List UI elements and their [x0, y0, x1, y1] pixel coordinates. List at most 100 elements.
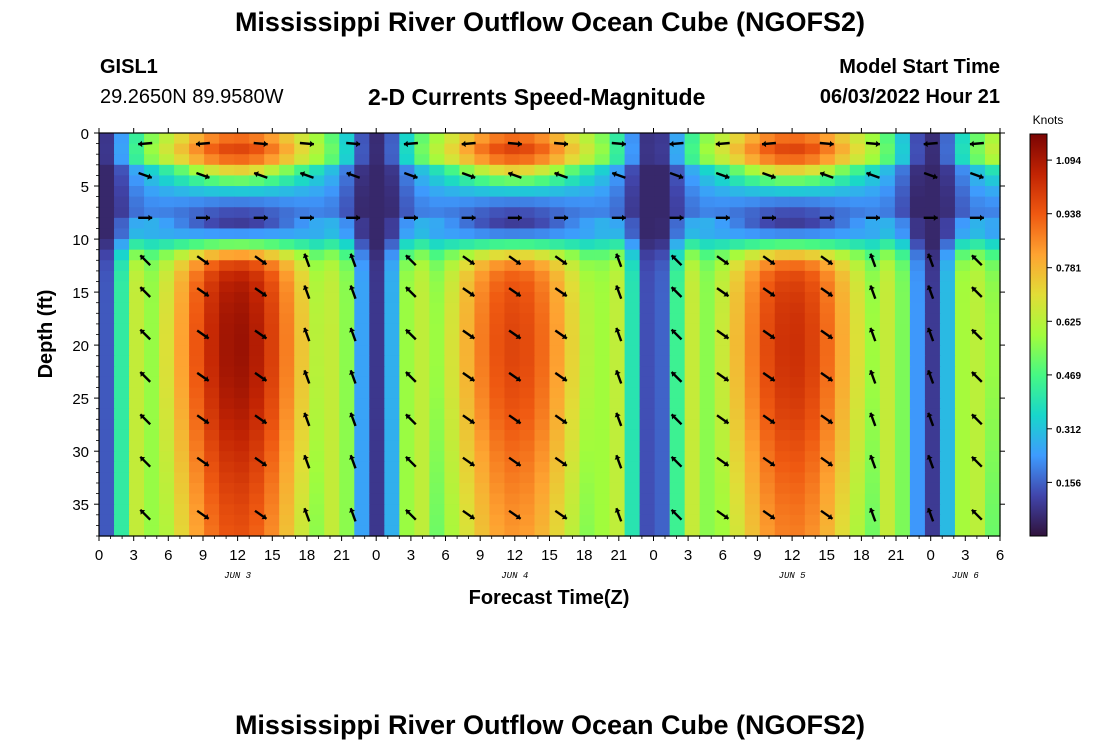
heatmap-cell — [294, 514, 310, 526]
heatmap-cell — [219, 302, 235, 314]
heatmap-cell — [249, 398, 265, 410]
heatmap-cell — [909, 376, 926, 389]
heatmap-cell — [864, 429, 881, 442]
heatmap-cell — [339, 228, 355, 240]
heatmap-cell — [279, 196, 295, 208]
heatmap-cell — [384, 419, 400, 431]
heatmap-cell — [369, 302, 385, 314]
colorbar-tick-label: 0.469 — [1056, 371, 1081, 382]
heatmap-cell — [264, 175, 280, 187]
heatmap-cell — [969, 461, 986, 473]
heatmap-cell — [864, 164, 881, 177]
heatmap-cell — [324, 504, 340, 516]
heatmap-cell — [714, 249, 731, 261]
heatmap-cell — [414, 323, 430, 336]
heatmap-cell — [399, 472, 415, 484]
heatmap-cell — [639, 143, 656, 155]
heatmap-cell — [909, 270, 926, 283]
heatmap-cell — [939, 493, 956, 505]
heatmap-cell — [549, 186, 566, 198]
heatmap-cell — [309, 270, 325, 283]
heatmap-cell — [909, 514, 926, 526]
heatmap-cell — [144, 355, 160, 367]
heatmap-cell — [879, 260, 896, 272]
heatmap-cell — [789, 451, 806, 463]
heatmap-cell — [504, 323, 521, 336]
heatmap-cell — [774, 514, 791, 526]
heatmap-cell — [144, 186, 160, 198]
heatmap-cell — [414, 345, 430, 357]
heatmap-cell — [744, 472, 761, 484]
heatmap-cell — [774, 525, 791, 537]
heatmap-cell — [804, 228, 821, 240]
heatmap-cell — [939, 472, 956, 484]
heatmap-cell — [219, 175, 235, 187]
heatmap-cell — [729, 260, 746, 272]
heatmap-cell — [789, 398, 806, 410]
heatmap-cell — [759, 249, 776, 261]
heatmap-cell — [939, 281, 956, 293]
heatmap-cell — [639, 281, 656, 293]
heatmap-cell — [954, 186, 971, 198]
heatmap-cell — [909, 186, 926, 198]
heatmap-cell — [699, 440, 716, 452]
heatmap-cell — [654, 281, 671, 293]
heatmap-cell — [954, 228, 971, 240]
heatmap-cell — [324, 164, 340, 177]
heatmap-cell — [774, 504, 791, 516]
heatmap-cell — [474, 270, 491, 283]
heatmap-cell — [114, 472, 130, 484]
heatmap-cell — [609, 429, 626, 442]
heatmap-cell — [609, 482, 626, 495]
heatmap-cell — [189, 387, 205, 399]
heatmap-cell — [129, 440, 145, 452]
heatmap-cell — [894, 143, 911, 155]
heatmap-cell — [594, 366, 611, 378]
heatmap-cell — [879, 217, 896, 230]
heatmap-cell — [354, 239, 370, 251]
heatmap-cell — [909, 451, 926, 463]
heatmap-cell — [669, 493, 686, 505]
heatmap-cell — [369, 408, 385, 420]
heatmap-cell — [414, 334, 430, 346]
heatmap-cell — [744, 334, 761, 346]
heatmap-cell — [879, 387, 896, 399]
current-vector — [138, 214, 153, 221]
heatmap-cell — [909, 493, 926, 505]
heatmap-cell — [249, 387, 265, 399]
heatmap-cell — [684, 451, 701, 463]
heatmap-cell — [294, 429, 310, 442]
heatmap-cell — [984, 461, 1001, 473]
heatmap-cell — [939, 451, 956, 463]
heatmap-cell — [714, 472, 731, 484]
heatmap-cell — [339, 451, 355, 463]
heatmap-cell — [834, 186, 851, 198]
heatmap-cell — [699, 196, 716, 208]
heatmap-cell — [894, 440, 911, 452]
heatmap-cell — [909, 440, 926, 452]
current-vector — [762, 329, 776, 340]
heatmap-cell — [864, 143, 881, 155]
heatmap-cell — [249, 217, 265, 230]
heatmap-cell — [114, 217, 130, 230]
heatmap-cell — [519, 154, 536, 166]
heatmap-cell — [984, 302, 1001, 314]
heatmap-cell — [969, 323, 986, 336]
heatmap-cell — [444, 175, 460, 187]
heatmap-cell — [444, 398, 460, 410]
heatmap-cell — [804, 217, 821, 230]
heatmap-cell — [399, 419, 415, 431]
heatmap-cell — [414, 270, 430, 283]
heatmap-cell — [654, 355, 671, 367]
heatmap-cell — [909, 164, 926, 177]
heatmap-cell — [909, 355, 926, 367]
heatmap-cell — [969, 196, 986, 208]
heatmap-cell — [594, 154, 611, 166]
heatmap-cell — [624, 461, 641, 473]
heatmap-cell — [159, 270, 175, 283]
heatmap-cell — [969, 366, 986, 378]
heatmap-cell — [309, 313, 325, 325]
heatmap-cell — [114, 186, 130, 198]
heatmap-cell — [429, 504, 445, 516]
